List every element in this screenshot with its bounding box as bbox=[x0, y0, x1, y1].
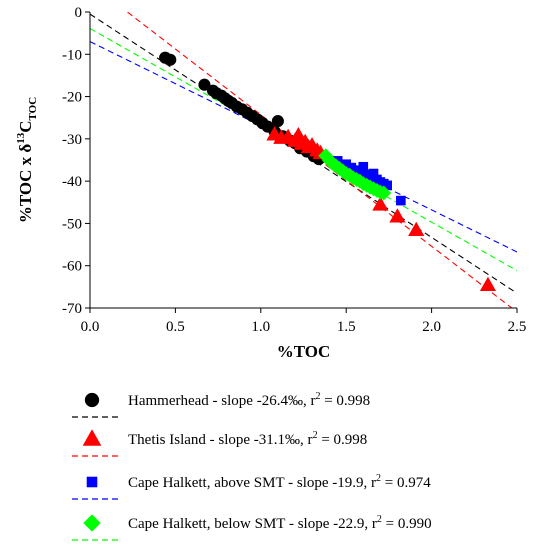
x-tick-label-3: 1.5 bbox=[337, 319, 356, 335]
x-tick-label-4: 2.0 bbox=[422, 319, 441, 335]
axes: 0.0 0.5 1.0 1.5 2.0 2.5 0 -10 -20 -30 -40 -50 -60 -70… bbox=[15, 5, 526, 361]
data-point-series-1-14 bbox=[479, 276, 497, 292]
legend-label-value-0: = 0.998 bbox=[320, 393, 370, 409]
y-tick-label-0: 0 bbox=[75, 5, 83, 21]
y-tick-label-3: -30 bbox=[62, 132, 82, 148]
data-point-series-0-2 bbox=[198, 78, 211, 91]
data-point-series-2-2 bbox=[346, 162, 357, 173]
legend-label-value-1: = 0.998 bbox=[318, 432, 368, 448]
y-tick-label-2: -20 bbox=[62, 90, 82, 106]
data-point-series-3-17 bbox=[376, 185, 392, 201]
legend-marker-1 bbox=[82, 429, 102, 446]
legend-label-r2-3: 2 bbox=[377, 514, 382, 525]
y-axis-title-part-3: TOC bbox=[27, 97, 39, 121]
data-point-series-2-5 bbox=[358, 161, 369, 172]
legend-label-3: Cape Halkett, below SMT - slope -22.9, r… bbox=[128, 514, 432, 532]
legend-label-1: Thetis Island - slope -31.1‰, r2 = 0.998 bbox=[128, 430, 367, 448]
legend-label-value-3: = 0.990 bbox=[382, 516, 432, 532]
data-point-series-0-17 bbox=[271, 115, 284, 128]
legend: Hammerhead - slope -26.4‰, r2 = 0.998The… bbox=[72, 391, 432, 541]
data-point-series-2-4 bbox=[355, 167, 365, 177]
legend-label-r2-0: 2 bbox=[315, 391, 320, 402]
y-tick-label-4: -40 bbox=[62, 174, 82, 190]
x-tick-label-2: 1.0 bbox=[251, 319, 270, 335]
y-tick-label-1: -10 bbox=[62, 47, 82, 63]
data-point-series-0-1 bbox=[164, 53, 177, 66]
legend-marker-3 bbox=[83, 514, 101, 532]
legend-marker-2 bbox=[86, 476, 98, 488]
data-point-series-1-12 bbox=[389, 208, 406, 223]
data-point-series-2-13 bbox=[396, 195, 406, 206]
legend-label-text-1: Thetis Island - slope -31.1‰, r bbox=[128, 432, 313, 448]
data-point-series-2-12 bbox=[382, 180, 392, 191]
plot-area bbox=[90, 12, 517, 308]
y-tick-label-6: -60 bbox=[62, 259, 82, 275]
y-axis-title: %TOC x δ13CTOC bbox=[15, 97, 39, 223]
y-tick-label-7: -70 bbox=[62, 301, 82, 317]
legend-label-text-3: Cape Halkett, below SMT - slope -22.9, r bbox=[128, 516, 377, 532]
legend-label-value-2: = 0.974 bbox=[381, 475, 431, 491]
y-tick-label-5: -50 bbox=[62, 216, 82, 232]
legend-label-0: Hammerhead - slope -26.4‰, r2 = 0.998 bbox=[128, 391, 370, 409]
data-point-series-1-11 bbox=[372, 196, 389, 211]
legend-marker-0 bbox=[84, 392, 100, 408]
x-axis-title: %TOC bbox=[277, 342, 331, 361]
x-tick-label-0: 0.0 bbox=[81, 319, 100, 335]
data-point-series-1-13 bbox=[408, 221, 425, 237]
legend-label-2: Cape Halkett, above SMT - slope -19.9, r… bbox=[128, 473, 431, 491]
legend-label-r2-2: 2 bbox=[376, 473, 381, 484]
legend-label-text-0: Hammerhead - slope -26.4‰, r bbox=[128, 393, 315, 409]
legend-label-r2-1: 2 bbox=[313, 430, 318, 441]
y-axis-title-part-1: 13 bbox=[15, 132, 27, 144]
x-tick-label-1: 0.5 bbox=[166, 319, 185, 335]
y-axis-title-part-0: %TOC x δ bbox=[16, 144, 35, 224]
legend-label-text-2: Cape Halkett, above SMT - slope -19.9, r bbox=[128, 475, 376, 491]
x-tick-label-5: 2.5 bbox=[508, 319, 527, 335]
data-point-series-2-8 bbox=[368, 168, 379, 179]
y-axis-title-part-2: C bbox=[16, 121, 35, 133]
data-point-series-2-1 bbox=[341, 159, 351, 170]
